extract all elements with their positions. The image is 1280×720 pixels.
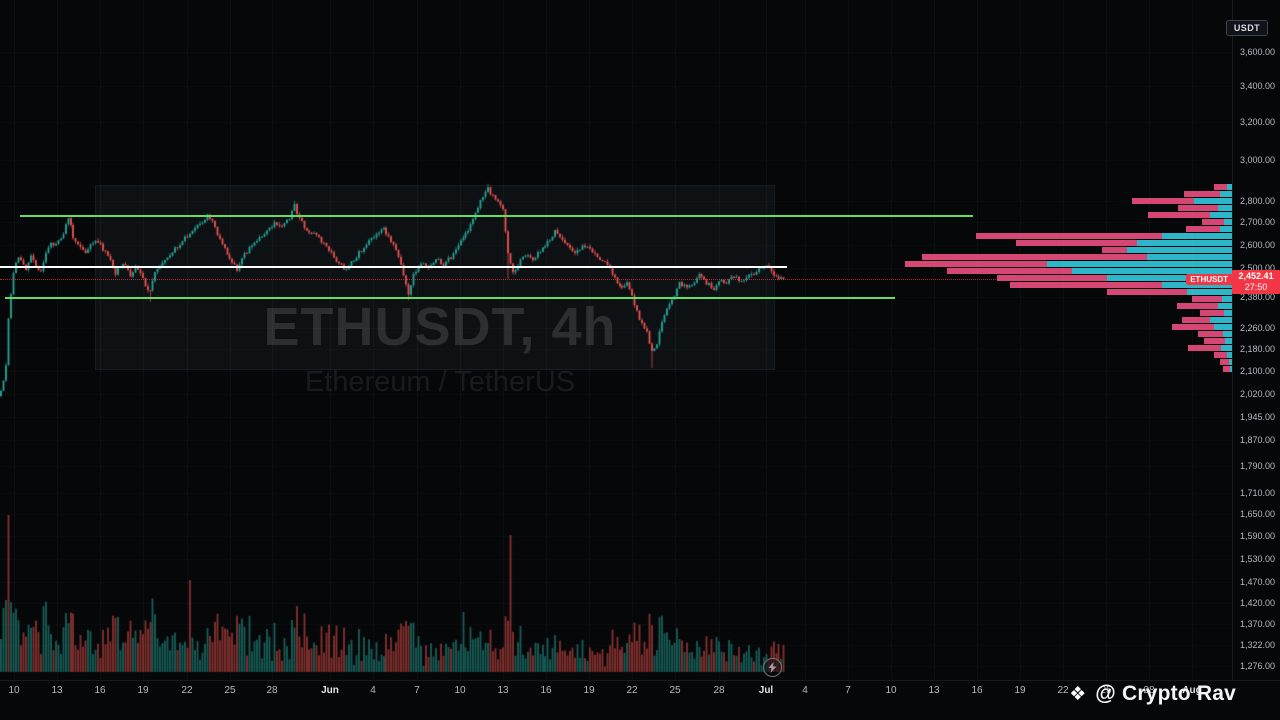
price-tick: 3,000.00 bbox=[1239, 155, 1275, 166]
time-tick: 7 bbox=[845, 685, 851, 696]
price-tick: 2,700.00 bbox=[1239, 217, 1275, 228]
time-tick: 4 bbox=[370, 685, 376, 696]
time-tick: 25 bbox=[224, 685, 236, 696]
time-tick: 16 bbox=[94, 685, 106, 696]
time-tick: 16 bbox=[971, 685, 983, 696]
time-tick: Aug bbox=[1182, 685, 1202, 696]
channel-watermark: ❖ @ Crypto Rav bbox=[1069, 682, 1236, 706]
time-tick: 28 bbox=[266, 685, 278, 696]
price-tick: 2,800.00 bbox=[1239, 195, 1275, 206]
price-tick: 1,945.00 bbox=[1239, 411, 1275, 422]
time-axis[interactable]: 10 13 16 19 22 25 28 Jun 4 7 10 13 16 19 22 25 28 Jul 4 7 10… bbox=[0, 680, 1280, 720]
time-tick: 10 bbox=[8, 685, 20, 696]
time-tick: 10 bbox=[454, 685, 466, 696]
time-tick: 19 bbox=[1014, 685, 1026, 696]
price-tick: 1,322.00 bbox=[1239, 640, 1275, 651]
price-tick: 2,020.00 bbox=[1239, 389, 1275, 400]
time-tick: Jul bbox=[758, 685, 774, 696]
bar-countdown: 27:50 bbox=[1244, 282, 1268, 293]
price-tick: 2,180.00 bbox=[1239, 344, 1275, 355]
time-tick: 19 bbox=[583, 685, 595, 696]
price-tick: 2,260.00 bbox=[1239, 322, 1275, 333]
currency-toggle-button[interactable]: USDT bbox=[1225, 20, 1268, 36]
time-tick: 22 bbox=[181, 685, 193, 696]
time-tick: 28 bbox=[713, 685, 725, 696]
price-tick: 1,870.00 bbox=[1239, 434, 1275, 445]
price-tick: 1,420.00 bbox=[1239, 597, 1275, 608]
time-tick: 22 bbox=[1057, 685, 1069, 696]
price-tick: 1,530.00 bbox=[1239, 553, 1275, 564]
price-tick: 3,400.00 bbox=[1239, 80, 1275, 91]
price-tick: 1,790.00 bbox=[1239, 460, 1275, 471]
time-tick: 25 bbox=[669, 685, 681, 696]
time-tick: 7 bbox=[414, 685, 420, 696]
time-tick: 13 bbox=[51, 685, 63, 696]
price-tick: 1,276.00 bbox=[1239, 661, 1275, 672]
last-price-tag: 2,452.41 27:50 bbox=[1232, 270, 1280, 295]
price-tick: 1,710.00 bbox=[1239, 487, 1275, 498]
time-tick: 25 bbox=[1100, 685, 1112, 696]
price-axis[interactable]: 3,600.00 3,400.00 3,200.00 3,000.00 2,800.00… bbox=[1232, 0, 1280, 680]
lightning-badge-icon[interactable] bbox=[763, 658, 782, 677]
time-tick: 10 bbox=[885, 685, 897, 696]
time-tick: 16 bbox=[540, 685, 552, 696]
price-tick: 1,470.00 bbox=[1239, 577, 1275, 588]
symbol-price-label: ETHUSDT bbox=[1186, 274, 1232, 286]
time-tick: 28 bbox=[1143, 685, 1155, 696]
price-tick: 3,600.00 bbox=[1239, 47, 1275, 58]
time-tick: 19 bbox=[137, 685, 149, 696]
last-price-value: 2,452.41 bbox=[1238, 271, 1274, 282]
price-tick: 3,200.00 bbox=[1239, 116, 1275, 127]
time-tick: 13 bbox=[497, 685, 509, 696]
time-tick: 4 bbox=[802, 685, 808, 696]
binance-logo-icon: ❖ bbox=[1069, 683, 1087, 705]
channel-handle: @ Crypto Rav bbox=[1095, 682, 1236, 705]
price-tick: 1,590.00 bbox=[1239, 530, 1275, 541]
price-tick: 2,500.00 bbox=[1239, 263, 1275, 273]
time-tick: 22 bbox=[626, 685, 638, 696]
price-tick: 2,600.00 bbox=[1239, 239, 1275, 250]
time-tick: Jun bbox=[321, 685, 339, 696]
price-tick: 2,100.00 bbox=[1239, 366, 1275, 377]
time-tick: 13 bbox=[928, 685, 940, 696]
price-tick: 1,650.00 bbox=[1239, 508, 1275, 519]
price-tick: 2,380.00 bbox=[1239, 292, 1275, 303]
price-tick: 1,370.00 bbox=[1239, 619, 1275, 630]
